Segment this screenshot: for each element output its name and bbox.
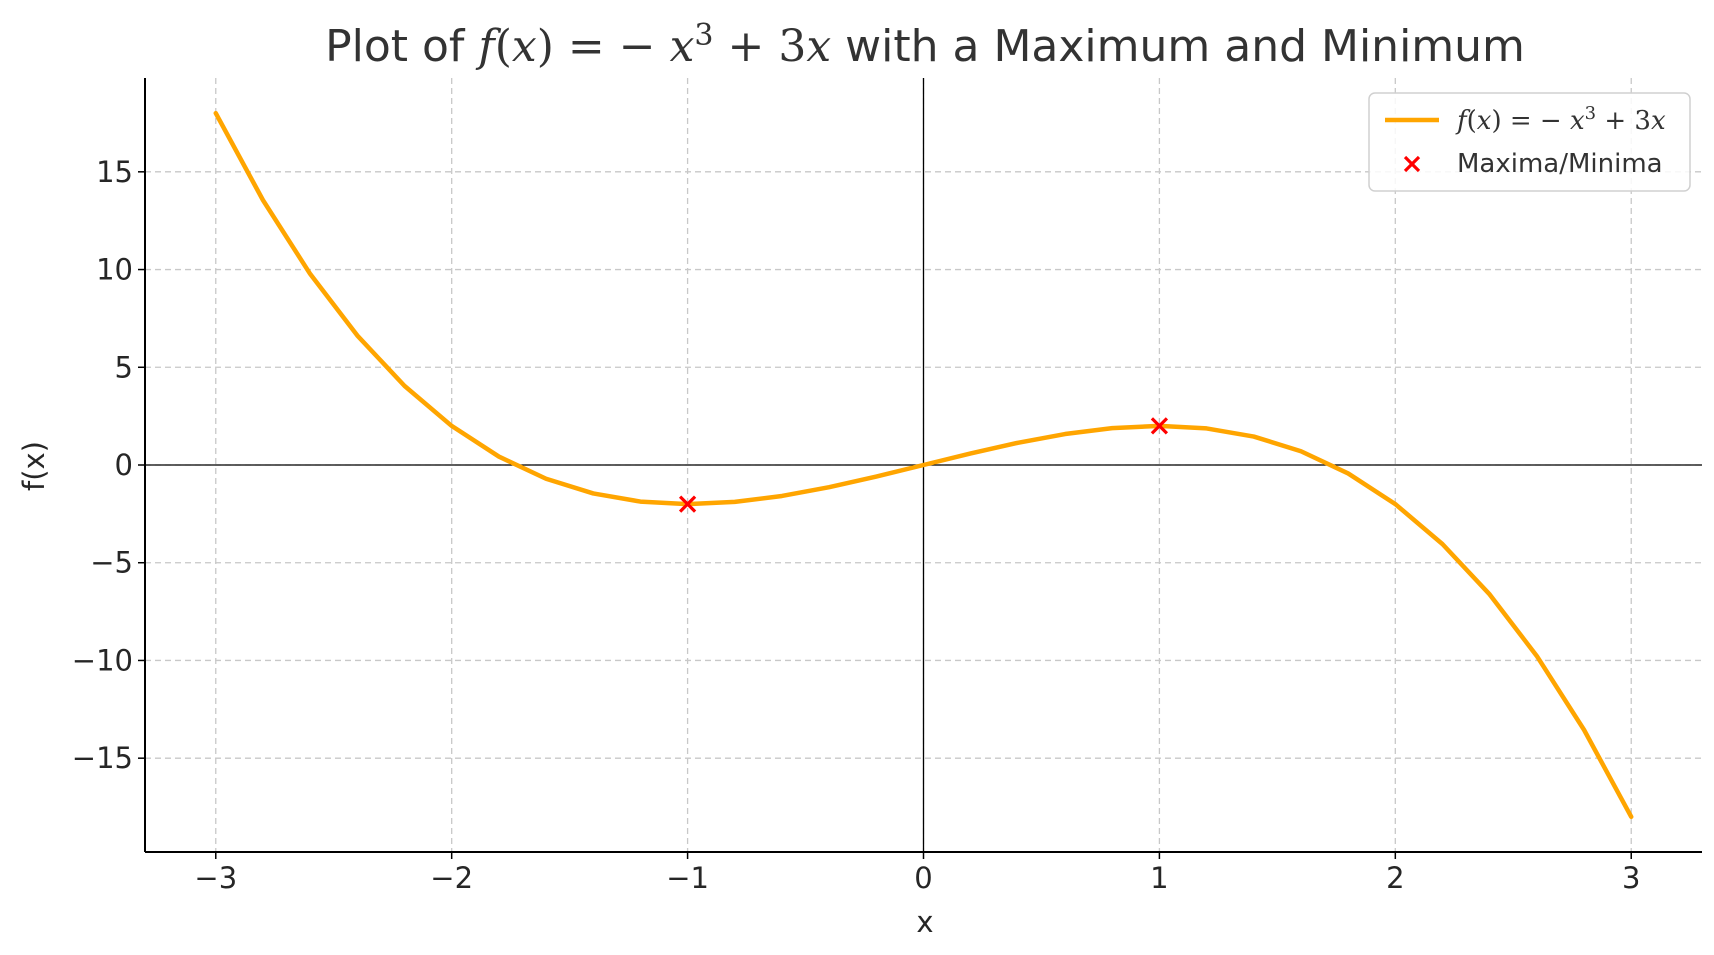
legend-label-function: f(x) = − x3 + 3x [1455,103,1666,136]
legend-x3: x [1651,106,1666,136]
y-tick-label: −5 [90,546,133,580]
legend-x2: x [1570,106,1585,136]
title-x3: x [806,21,831,72]
x-tick-label: 2 [1386,861,1404,895]
function-curve [213,110,1634,820]
title-lparen: ( [495,21,512,72]
title-power: 3 [694,18,713,53]
y-axis-label: f(x) [17,441,51,491]
legend-plus-three: + 3 [1596,106,1651,136]
y-tick-label: 10 [96,253,133,287]
legend-lparen: ( [1467,106,1477,136]
legend-marker-swatch [1403,155,1421,173]
extremum-marker [678,495,697,513]
legend-frame [1368,92,1691,192]
x-tick-label: −1 [666,861,709,895]
marker-stroke [678,495,697,513]
title-suffix: with a Maximum and Minimum [831,21,1525,72]
marker-stroke [1150,417,1169,435]
title-x: x [512,21,537,72]
y-tick-label: 0 [115,448,133,482]
y-tick-label: −15 [72,741,133,775]
title-equals-minus: = − [554,21,670,72]
y-tick-label: −10 [72,643,133,677]
series-layer [213,110,1634,820]
x-tick-label: 0 [914,861,932,895]
y-tick-label: 5 [115,350,133,384]
title-plus-three: + 3 [714,21,807,72]
title-rparen: ) [537,21,554,72]
chart-title: Plot of f(x) = − x3 + 3x with a Maximum … [325,18,1525,72]
y-tick-label: 15 [96,155,133,189]
legend-power: 3 [1585,103,1596,124]
legend-rparen: ) [1491,106,1501,136]
title-prefix: Plot of [325,21,478,72]
x-tick-label: −3 [194,861,237,895]
x-axis-label: x [916,905,933,939]
x-tick-label: 3 [1622,861,1640,895]
legend-equals-minus: = − [1502,106,1570,136]
legend: f(x) = − x3 + 3x Maxima/Minima [1368,92,1691,192]
legend-x: x [1477,106,1492,136]
x-tick-label: 1 [1150,861,1168,895]
legend-label-extrema: Maxima/Minima [1457,149,1663,179]
x-tick-label: −2 [430,861,473,895]
title-x2: x [670,21,695,72]
extremum-marker [1150,417,1169,435]
legend-marker-stroke [1403,155,1421,173]
